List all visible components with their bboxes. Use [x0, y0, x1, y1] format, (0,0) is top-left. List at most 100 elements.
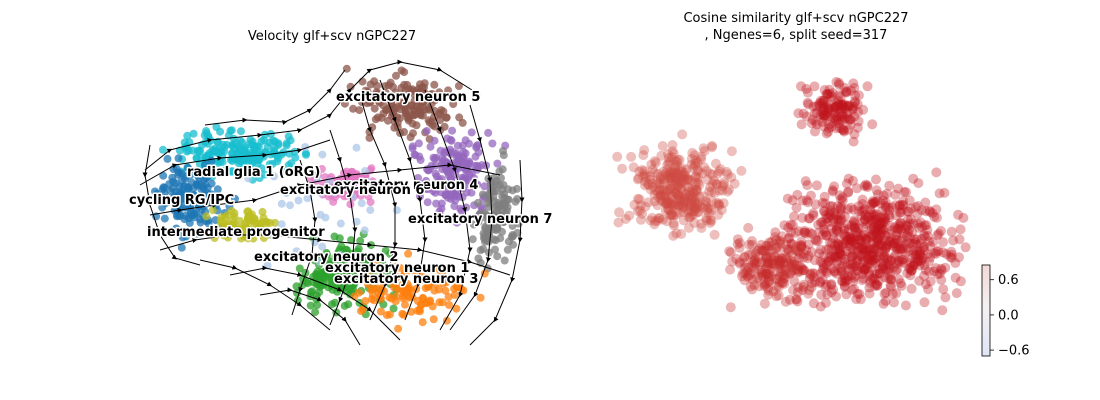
similarity-point [658, 191, 669, 202]
similarity-point [667, 146, 678, 157]
similarity-point [803, 250, 814, 261]
similarity-point [836, 263, 846, 274]
similarity-point [879, 251, 890, 261]
similarity-point [802, 253, 813, 264]
similarity-point [852, 227, 863, 238]
similarity-point [687, 193, 698, 204]
similarity-point [934, 188, 945, 199]
similarity-point [904, 238, 915, 249]
similarity-point [954, 234, 965, 245]
similarity-point [858, 244, 869, 254]
cell-point [465, 139, 473, 148]
similarity-point [692, 203, 703, 213]
similarity-point [839, 273, 850, 284]
similarity-point [640, 180, 650, 191]
similarity-point [814, 227, 824, 238]
similarity-point [680, 189, 691, 200]
similarity-point [891, 258, 902, 269]
cell-point [373, 113, 382, 122]
similarity-point [878, 261, 889, 272]
similarity-point [839, 113, 850, 124]
similarity-point [858, 104, 869, 115]
similarity-point [655, 191, 666, 202]
similarity-point [866, 250, 877, 261]
similarity-point [678, 173, 689, 184]
similarity-point [789, 256, 800, 267]
similarity-point [769, 251, 780, 262]
similarity-point [803, 99, 814, 110]
similarity-point [637, 165, 648, 175]
similarity-point [705, 182, 716, 193]
similarity-point [848, 101, 859, 112]
similarity-point [633, 193, 643, 204]
similarity-point [700, 200, 711, 211]
cell-point [398, 309, 407, 318]
similarity-point [872, 196, 882, 207]
cell-point [290, 147, 299, 156]
similarity-point [823, 256, 834, 267]
similarity-point [654, 213, 665, 224]
similarity-point [638, 171, 649, 182]
similarity-point [732, 239, 743, 250]
similarity-point [818, 110, 829, 121]
cell-point [422, 127, 431, 135]
similarity-point [821, 209, 832, 220]
similarity-point [714, 185, 725, 196]
cell-point [385, 293, 394, 302]
similarity-point [759, 298, 770, 309]
similarity-point [849, 215, 860, 226]
similarity-point [701, 213, 712, 224]
similarity-point [859, 264, 870, 275]
similarity-point [862, 182, 873, 193]
similarity-point [900, 249, 910, 260]
similarity-point [864, 288, 875, 299]
similarity-point [891, 288, 902, 299]
similarity-point [842, 275, 853, 286]
similarity-point [768, 286, 779, 297]
similarity-point [790, 244, 801, 255]
similarity-point [854, 242, 865, 253]
similarity-point [912, 256, 923, 267]
similarity-point [663, 197, 673, 208]
similarity-point [670, 188, 681, 198]
similarity-point [655, 190, 666, 201]
similarity-point [781, 253, 792, 264]
cell-point [453, 141, 462, 150]
cell-point [335, 234, 344, 243]
similarity-point [879, 255, 889, 266]
similarity-point [830, 101, 841, 112]
cluster-label: excitatory neuron 5 [336, 90, 480, 105]
similarity-point [779, 220, 790, 231]
similarity-point [884, 263, 895, 274]
similarity-point [849, 240, 860, 251]
similarity-point [909, 234, 920, 245]
cell-point [445, 301, 453, 309]
cell-point [355, 288, 363, 297]
similarity-point [828, 233, 839, 243]
similarity-point [752, 256, 763, 267]
cell-point [447, 195, 455, 203]
similarity-point [754, 281, 765, 292]
similarity-point [844, 240, 855, 251]
cell-point [376, 307, 385, 316]
similarity-point [668, 210, 679, 221]
similarity-point [847, 244, 858, 255]
similarity-point [864, 250, 875, 261]
similarity-point [689, 193, 700, 204]
similarity-point [696, 218, 707, 229]
similarity-point [761, 252, 772, 263]
similarity-point [807, 268, 818, 279]
similarity-point [827, 263, 837, 274]
similarity-point [860, 210, 871, 221]
similarity-point [905, 257, 916, 268]
similarity-point [850, 260, 861, 271]
similarity-point [866, 255, 877, 266]
similarity-point [749, 280, 760, 291]
similarity-point [745, 281, 756, 292]
similarity-point [878, 298, 889, 309]
similarity-point [915, 217, 926, 228]
cell-point [429, 315, 438, 324]
similarity-point [665, 172, 676, 183]
similarity-point [668, 218, 679, 229]
similarity-point [848, 276, 859, 287]
